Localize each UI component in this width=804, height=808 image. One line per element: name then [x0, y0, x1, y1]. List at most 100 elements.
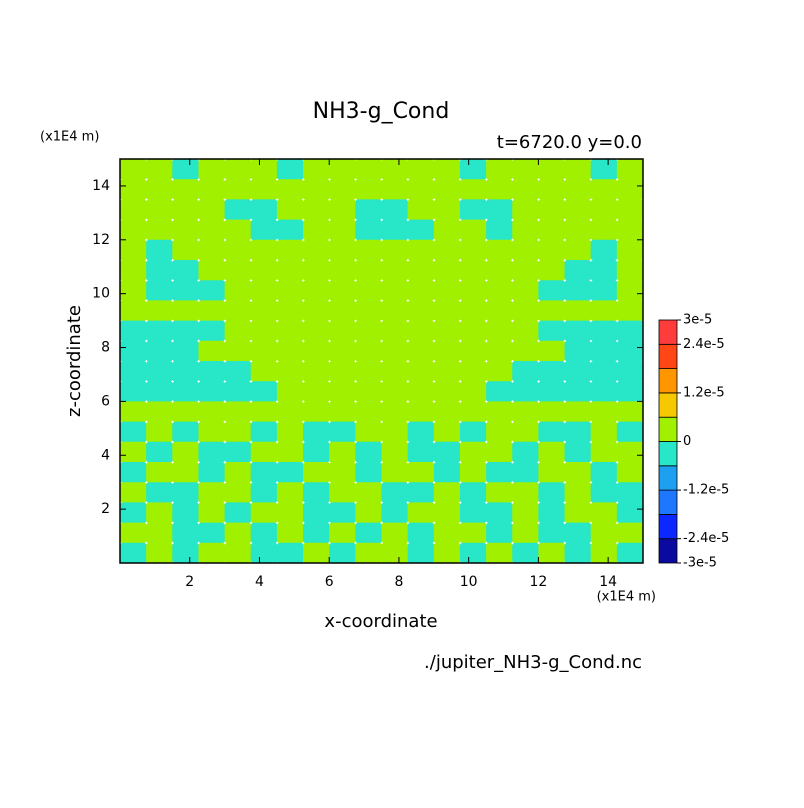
contour-cell [224, 280, 252, 301]
contour-cell [381, 320, 409, 342]
contour-cell [538, 421, 566, 443]
contour-cell [564, 239, 592, 261]
y-tick-label: 2 [101, 501, 110, 517]
contour-cell [250, 219, 278, 241]
contour-cell [459, 361, 487, 382]
contour-cell [329, 340, 356, 362]
contour-cell [590, 280, 618, 301]
contour-cell [198, 441, 226, 463]
colorbar-band [658, 489, 678, 515]
contour-cell [224, 300, 252, 322]
contour-cell [329, 159, 356, 180]
contour-cell [486, 482, 513, 503]
contour-cell [224, 441, 252, 463]
contour-cell [407, 159, 435, 180]
contour-cell [564, 280, 592, 301]
colorbar-label: -1.2e-5 [683, 483, 729, 498]
contour-cell [224, 340, 252, 362]
contour-cell [355, 542, 382, 564]
contour-cell [303, 522, 330, 544]
contour-cell [355, 502, 382, 524]
contour-cell [276, 320, 304, 342]
contour-cell [198, 179, 226, 200]
contour-cell [198, 159, 226, 180]
contour-cell [276, 401, 304, 423]
x-tick-label: 8 [394, 574, 403, 590]
contour-cell [355, 421, 382, 443]
colorbar-label: 1.2e-5 [683, 385, 725, 400]
contour-cell [590, 502, 618, 524]
contour-cell [355, 401, 382, 423]
colorbar-label: -2.4e-5 [683, 531, 729, 546]
contour-cell [564, 159, 592, 180]
contour-cell [172, 340, 199, 362]
contour-cell [355, 361, 382, 382]
contour-cell [512, 179, 539, 200]
contour-cell [459, 462, 487, 483]
contour-cell [538, 462, 566, 483]
colorbar-band [658, 441, 678, 467]
contour-cell [590, 340, 618, 362]
contour-cell [250, 361, 278, 382]
contour-cell [250, 159, 278, 180]
contour-cell [381, 361, 409, 382]
contour-cell [146, 502, 173, 524]
contour-cell [329, 260, 356, 281]
contour-cell [250, 300, 278, 322]
contour-cell [172, 401, 199, 423]
contour-cell [590, 401, 618, 423]
contour-cell [172, 300, 199, 322]
contour-cell [172, 462, 199, 483]
contour-cell [172, 441, 199, 463]
contour-cell [590, 542, 618, 564]
contour-cell [381, 421, 409, 443]
contour-cell [538, 159, 566, 180]
contour-cell [250, 179, 278, 200]
contour-cell [564, 542, 592, 564]
contour-cell [146, 260, 173, 281]
contour-cell [276, 239, 304, 261]
contour-cell [276, 280, 304, 301]
contour-cell [355, 381, 382, 402]
contour-cell [224, 482, 252, 503]
contour-cell [512, 340, 539, 362]
contour-cell [276, 542, 304, 564]
contour-cell [616, 179, 644, 200]
contour-cell [564, 482, 592, 503]
contour-cell [512, 300, 539, 322]
contour-cell [146, 320, 173, 342]
contour-cell [459, 522, 487, 544]
contour-cell [303, 179, 330, 200]
contour-cell [564, 340, 592, 362]
contour-cell [303, 401, 330, 423]
contour-cell [355, 441, 382, 463]
contour-cell [564, 522, 592, 544]
contour-cell [355, 219, 382, 241]
contour-cell [120, 482, 147, 503]
contour-cell [198, 381, 226, 402]
contour-cell [172, 361, 199, 382]
contour-cell [381, 159, 409, 180]
contour-cell [276, 421, 304, 443]
contour-cell [355, 159, 382, 180]
contour-cell [198, 260, 226, 281]
contour-cell [433, 260, 461, 281]
contour-cell [355, 199, 382, 221]
contour-cell [616, 522, 644, 544]
contour-cell [512, 280, 539, 301]
contour-cell [329, 462, 356, 483]
contour-cell [433, 401, 461, 423]
x-unit: (x1E4 m) [597, 590, 656, 605]
contour-cell [250, 522, 278, 544]
contour-cell [381, 542, 409, 564]
contour-cell [303, 381, 330, 402]
contour-cell [120, 441, 147, 463]
contour-cell [172, 381, 199, 402]
contour-cell [564, 381, 592, 402]
contour-cell [146, 381, 173, 402]
contour-cell [198, 361, 226, 382]
contour-cell [303, 320, 330, 342]
contour-cell [512, 462, 539, 483]
contour-cell [120, 361, 147, 382]
